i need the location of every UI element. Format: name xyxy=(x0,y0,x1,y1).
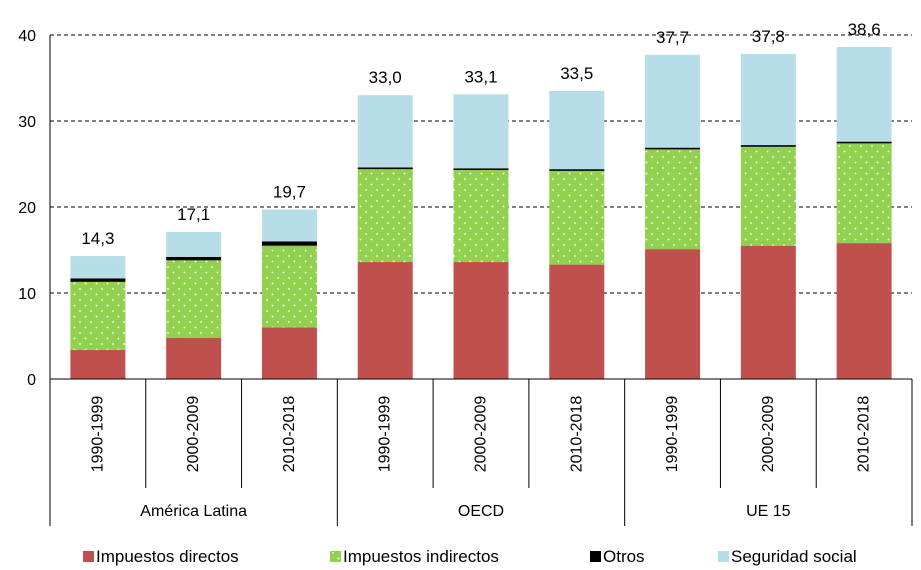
bar-total-label: 37,7 xyxy=(656,28,689,47)
bar-segment-impuestos-indirectos xyxy=(70,281,126,350)
bar-segment-seguridad-social xyxy=(357,95,413,168)
y-tick-label: 40 xyxy=(18,28,36,45)
bar-segment-otros xyxy=(836,141,892,144)
bar-segment-otros xyxy=(453,168,509,171)
bar-segment-impuestos-indirectos xyxy=(261,245,317,328)
legend-swatch xyxy=(330,551,341,562)
group-label: OECD xyxy=(458,503,504,520)
x-tick-label: 2010-2018 xyxy=(281,396,298,473)
x-tick-label: 1990-1999 xyxy=(377,396,394,473)
bar-segment-seguridad-social xyxy=(70,256,126,279)
y-tick-label: 0 xyxy=(27,372,36,389)
x-tick-label: 2000-2009 xyxy=(760,396,777,473)
legend-label: Otros xyxy=(603,547,645,566)
legend-swatch xyxy=(83,551,94,562)
total-labels: 14,3 17,1 19,7 33,0 33,1 33,5 37,7 37,8 38,6 xyxy=(81,20,880,248)
bar-total-label: 33,5 xyxy=(560,64,593,83)
bar-segment-impuestos-directos xyxy=(836,243,892,379)
group-label: América Latina xyxy=(140,503,247,520)
x-tick-label: 1990-1999 xyxy=(664,396,681,473)
bar-segment-impuestos-indirectos xyxy=(453,170,509,263)
group-label: UE 15 xyxy=(746,503,791,520)
x-tick-label: 2000-2009 xyxy=(185,396,202,473)
axes: 0 10 20 30 40 1990-1999 2000-2009 2010-2018 1990… xyxy=(18,28,913,526)
bar-segment-otros xyxy=(740,145,796,147)
x-tick-label: 2010-2018 xyxy=(856,396,873,473)
legend-label: Impuestos indirectos xyxy=(343,547,499,566)
bar-segment-otros xyxy=(166,256,222,261)
legend: Impuestos directos Impuestos indirectos Ot… xyxy=(83,547,857,566)
bar-segment-impuestos-directos xyxy=(549,264,605,379)
bar-segment-seguridad-social xyxy=(836,47,892,142)
bar-segment-seguridad-social xyxy=(453,94,509,169)
bar-segment-otros xyxy=(549,169,605,171)
bar-segment-seguridad-social xyxy=(549,90,605,170)
bar-segment-otros xyxy=(357,167,413,170)
bars xyxy=(70,47,892,379)
bar-total-label: 33,1 xyxy=(464,67,497,86)
bar-segment-impuestos-directos xyxy=(740,245,796,379)
x-tick-label: 2010-2018 xyxy=(568,396,585,473)
bar-segment-seguridad-social xyxy=(740,53,796,146)
bar-segment-impuestos-indirectos xyxy=(549,170,605,265)
bar-segment-otros xyxy=(261,241,317,246)
bar-segment-seguridad-social xyxy=(166,231,222,257)
bar-total-label: 14,3 xyxy=(81,229,114,248)
bar-total-label: 38,6 xyxy=(848,20,881,39)
bar-segment-impuestos-directos xyxy=(357,262,413,379)
bar-segment-impuestos-directos xyxy=(261,327,317,379)
x-tick-label: 2000-2009 xyxy=(473,396,490,473)
legend-label: Impuestos directos xyxy=(96,547,239,566)
bar-segment-impuestos-indirectos xyxy=(166,260,222,338)
bar-segment-seguridad-social xyxy=(261,209,317,242)
bar-total-label: 17,1 xyxy=(177,205,210,224)
bar-segment-impuestos-indirectos xyxy=(836,143,892,244)
x-tick-label: 1990-1999 xyxy=(89,396,106,473)
bar-total-label: 19,7 xyxy=(273,183,306,202)
bar-segment-impuestos-directos xyxy=(645,249,701,379)
legend-swatch xyxy=(590,551,601,562)
bar-segment-impuestos-indirectos xyxy=(357,169,413,263)
bar-segment-impuestos-indirectos xyxy=(740,146,796,246)
bar-total-label: 33,0 xyxy=(369,68,402,87)
y-tick-label: 30 xyxy=(18,114,36,131)
bar-segment-impuestos-indirectos xyxy=(645,149,701,250)
bar-total-label: 37,8 xyxy=(752,27,785,46)
bar-segment-impuestos-directos xyxy=(166,337,222,379)
bar-segment-impuestos-directos xyxy=(70,349,126,379)
bar-segment-otros xyxy=(70,278,126,282)
bar-segment-seguridad-social xyxy=(645,54,701,148)
y-tick-label: 10 xyxy=(18,286,36,303)
y-tick-label: 20 xyxy=(18,200,36,217)
bar-segment-impuestos-directos xyxy=(453,262,509,379)
legend-swatch xyxy=(718,551,729,562)
legend-label: Seguridad social xyxy=(731,547,857,566)
bar-segment-otros xyxy=(645,147,701,150)
